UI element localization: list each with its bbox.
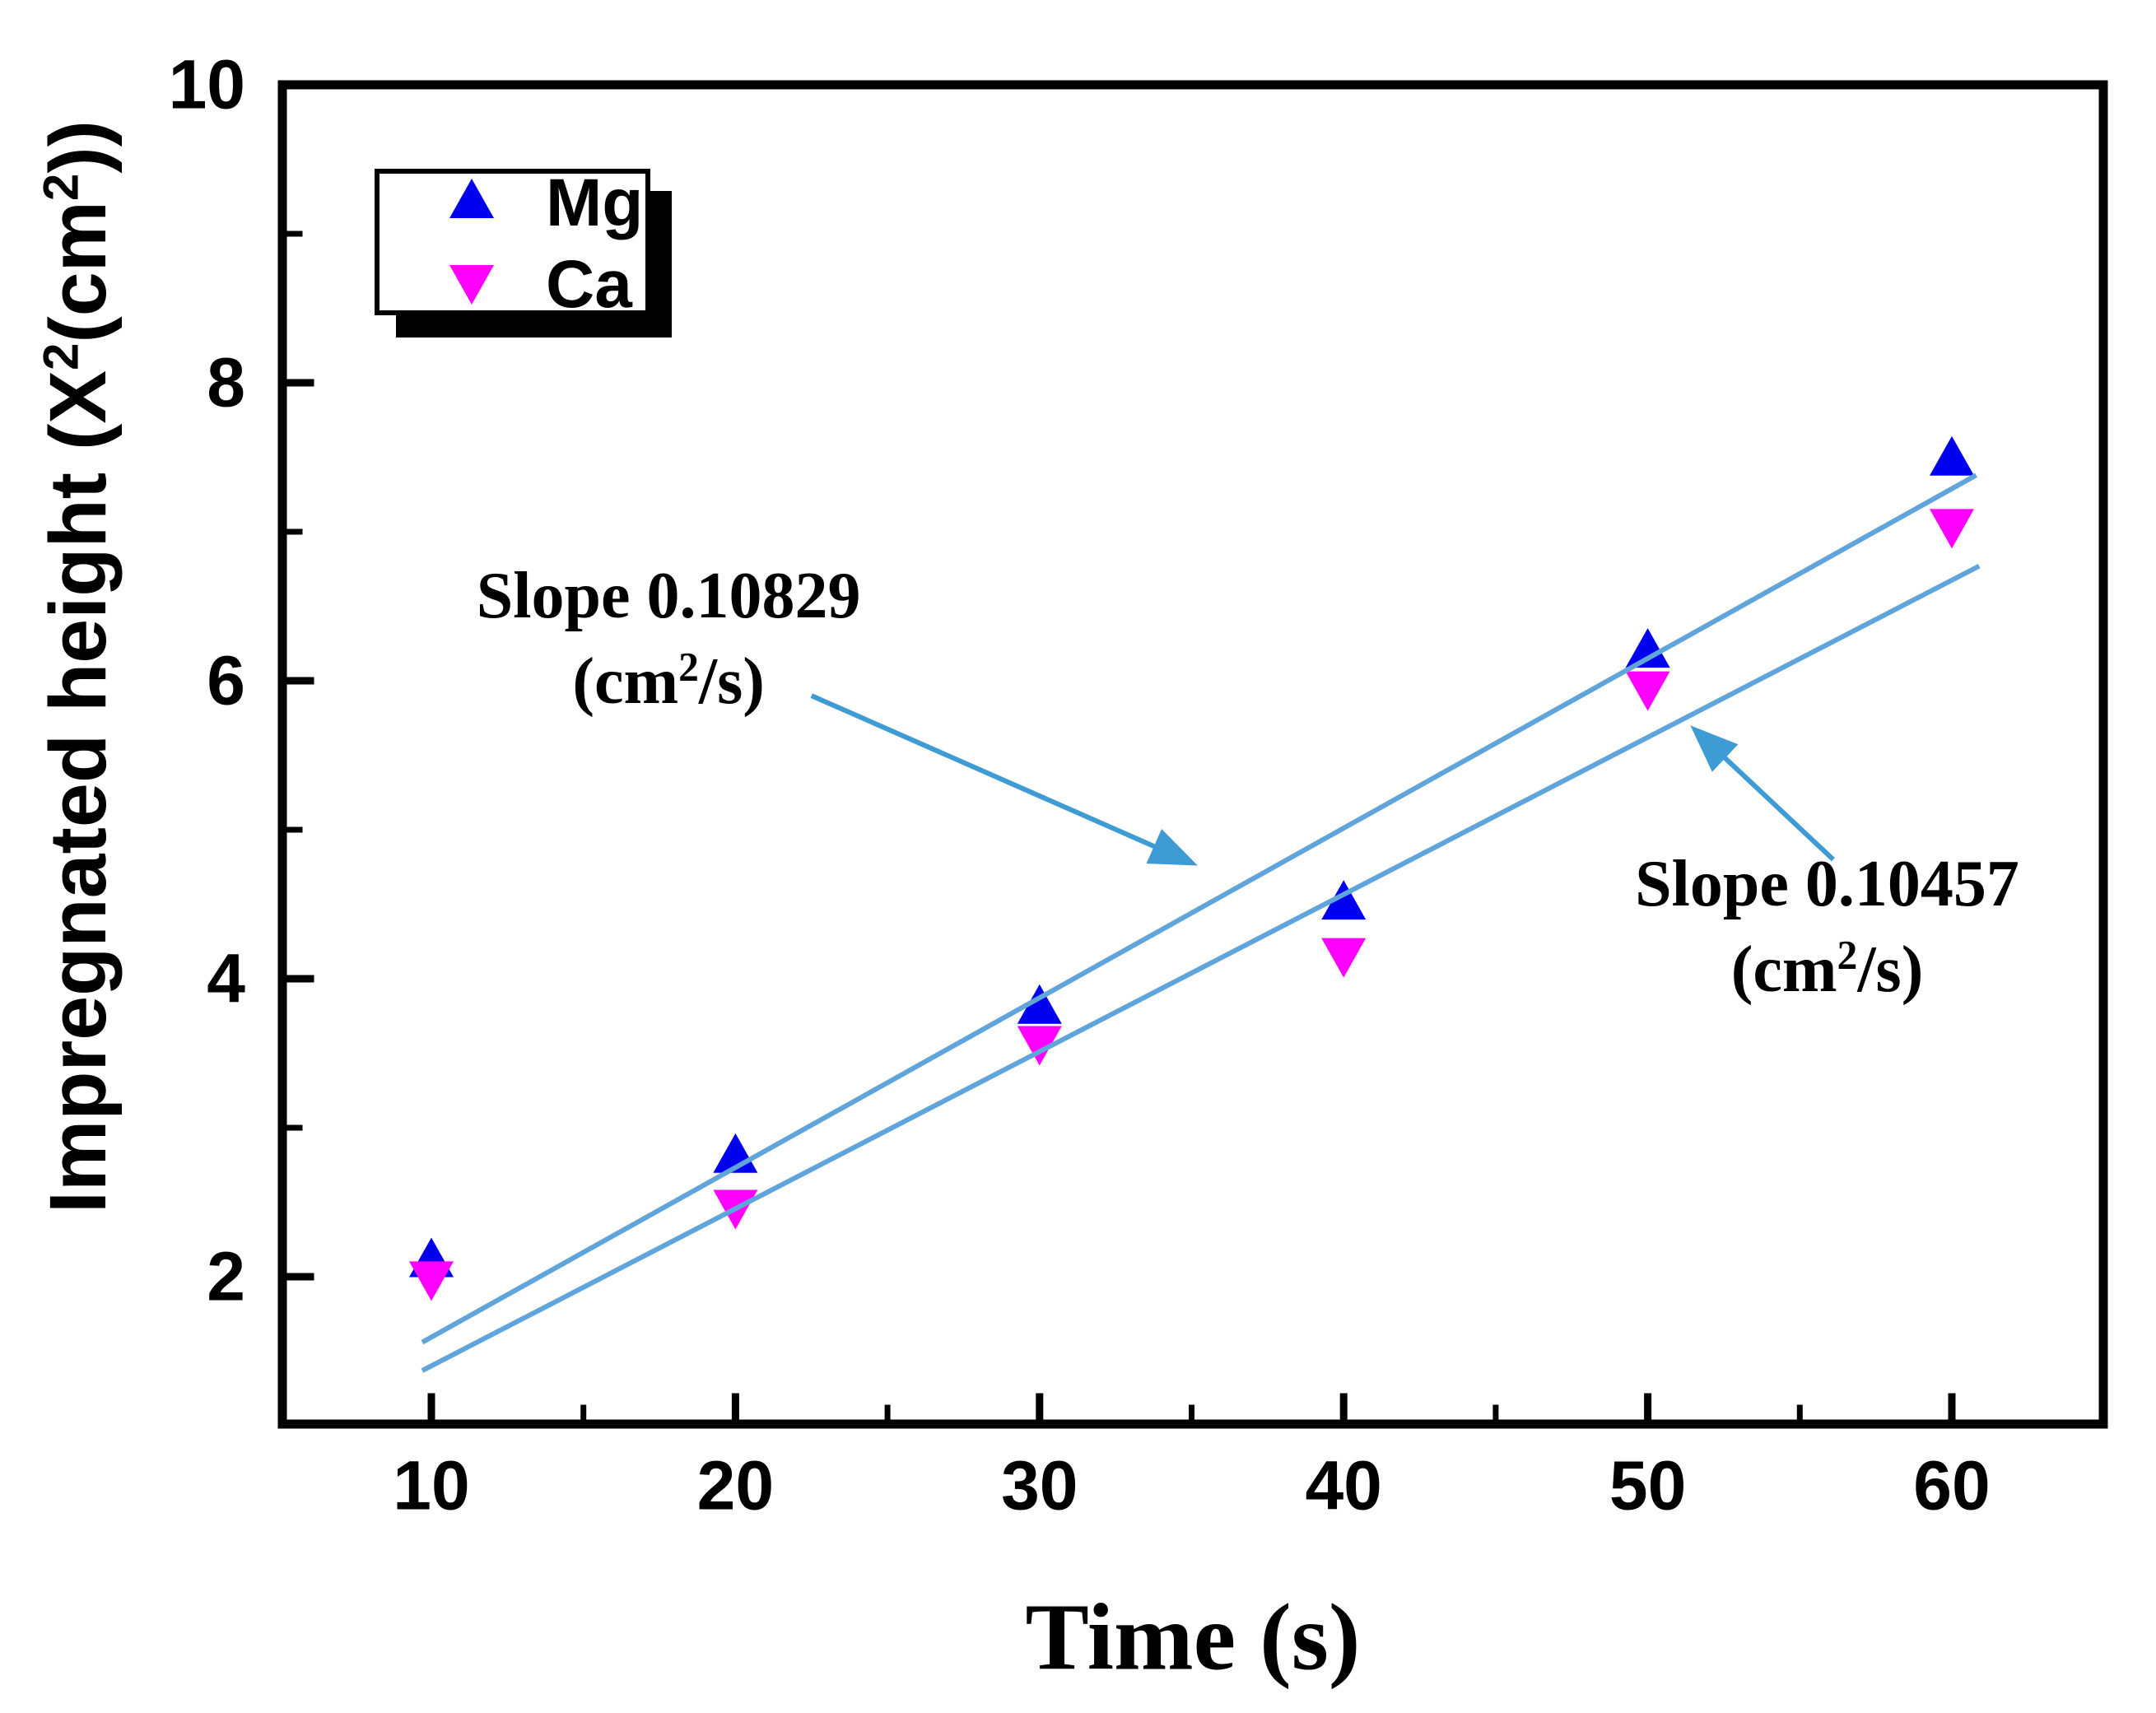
annotation-arrowhead-icon-0 bbox=[1146, 829, 1198, 866]
slope-annotation-ca: Slope 0.10457 (cm2/s) bbox=[1635, 841, 2019, 1012]
y-tick-label-10: 10 bbox=[168, 45, 245, 123]
y-axis-title-text2: (cm bbox=[33, 201, 123, 343]
data-point-mg-40s bbox=[1321, 880, 1367, 920]
legend-row-mg: Mg bbox=[380, 165, 645, 240]
x-tick-label-20: 20 bbox=[696, 1446, 775, 1524]
x-axis-title: Time (s) bbox=[1025, 1585, 1361, 1691]
y-axis-title-sup2: 2 bbox=[33, 173, 89, 202]
y-tick-label-4: 4 bbox=[207, 939, 245, 1017]
data-point-ca-30s bbox=[1017, 1026, 1062, 1066]
slope-annotation-ca-line1: Slope 0.10457 bbox=[1635, 847, 2019, 920]
data-point-mg-60s bbox=[1930, 435, 1974, 476]
y-axis-title-text: Impregnated height (X bbox=[33, 370, 123, 1213]
fit-line-mg bbox=[421, 472, 1978, 1345]
data-point-ca-50s bbox=[1625, 671, 1670, 711]
data-point-ca-60s bbox=[1930, 509, 1974, 549]
fit-line-ca bbox=[421, 563, 1981, 1373]
y-axis-title-sup1: 2 bbox=[33, 342, 89, 371]
y-tick-label-8: 8 bbox=[207, 343, 245, 421]
annotation-arrow-shaft-1 bbox=[1712, 746, 1835, 862]
y-tick-label-6: 6 bbox=[207, 641, 245, 719]
y-axis-title: Impregnated height (X2(cm2)) bbox=[32, 120, 124, 1213]
ca-triangle-icon bbox=[449, 265, 494, 305]
annotation-arrowhead-icon-1 bbox=[1690, 725, 1739, 772]
legend-label-ca: Ca bbox=[546, 247, 632, 322]
x-tick-label-40: 40 bbox=[1305, 1446, 1382, 1524]
axis-frame bbox=[277, 80, 2108, 1429]
y-tick-label-2: 2 bbox=[207, 1237, 245, 1315]
mg-triangle-icon bbox=[449, 179, 494, 218]
slope-annotation-mg-line1: Slope 0.10829 bbox=[476, 560, 861, 633]
legend-label-mg: Mg bbox=[546, 165, 644, 240]
y-axis-title-text3: )) bbox=[33, 120, 123, 174]
legend-row-ca: Ca bbox=[380, 247, 645, 322]
data-point-ca-40s bbox=[1321, 938, 1367, 978]
legend-box: Mg Ca bbox=[375, 165, 650, 322]
data-point-mg-30s bbox=[1017, 984, 1062, 1024]
slope-annotation-mg-line2: (cm2/s) bbox=[572, 644, 765, 719]
annotation-arrow-shaft-0 bbox=[810, 693, 1169, 855]
x-tick-label-60: 60 bbox=[1913, 1446, 1991, 1524]
slope-annotation-mg: Slope 0.10829 (cm2/s) bbox=[477, 553, 861, 724]
data-point-mg-50s bbox=[1625, 628, 1670, 668]
x-tick-label-30: 30 bbox=[1001, 1446, 1078, 1524]
x-tick-label-50: 50 bbox=[1609, 1446, 1687, 1524]
data-point-ca-10s bbox=[409, 1261, 454, 1301]
slope-annotation-ca-line2: (cm2/s) bbox=[1730, 931, 1924, 1006]
x-tick-label-10: 10 bbox=[393, 1446, 470, 1524]
